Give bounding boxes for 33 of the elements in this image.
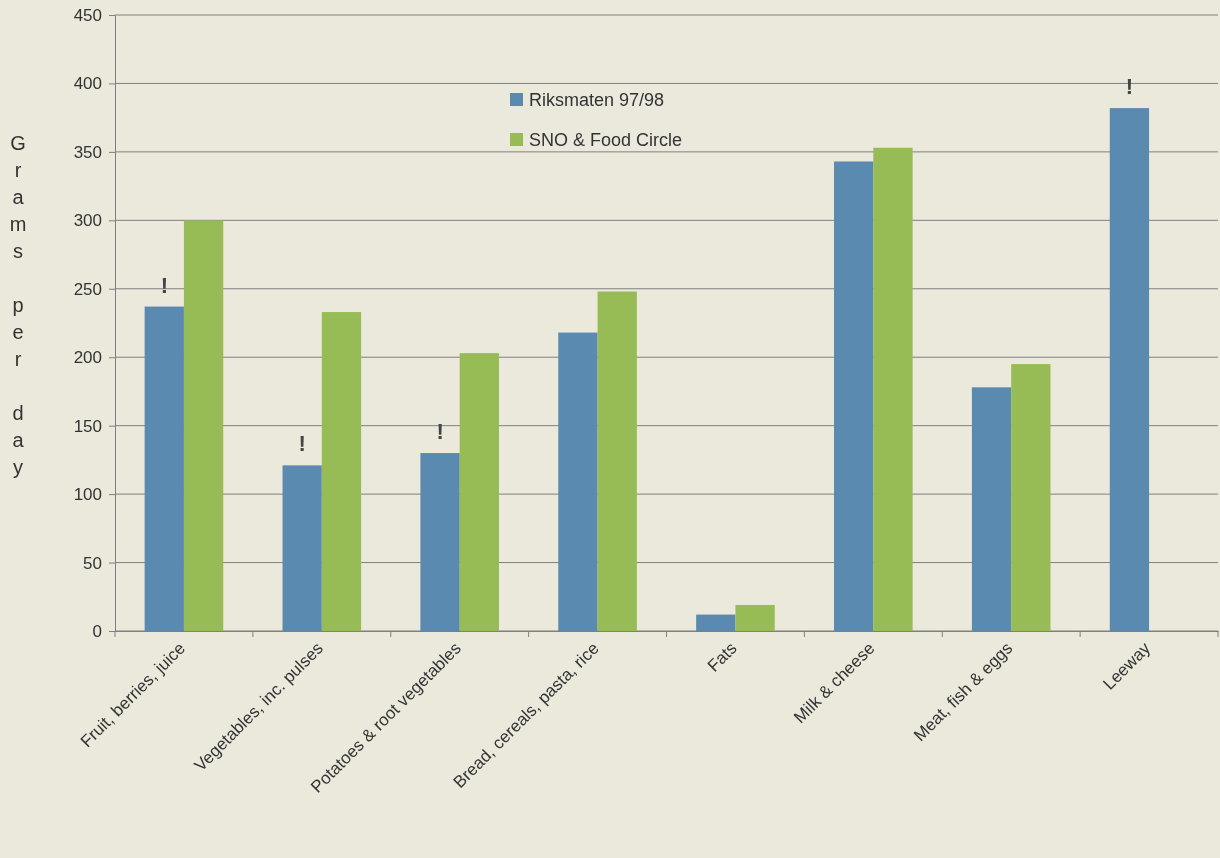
y-tick-label: 400	[73, 74, 102, 94]
y-tick-label: 50	[83, 553, 102, 573]
y-tick-label: 250	[73, 279, 102, 299]
annotation: !	[298, 431, 306, 457]
bar	[321, 312, 362, 631]
y-tick-label: 0	[92, 621, 102, 641]
bar	[1011, 364, 1051, 631]
y-tick-label: 450	[73, 5, 102, 25]
bar	[558, 332, 598, 631]
annotation: !	[1125, 74, 1134, 100]
bar	[597, 291, 637, 631]
bar	[420, 453, 460, 631]
y-tick-label: 200	[73, 348, 102, 368]
bar	[144, 306, 184, 631]
bar	[282, 465, 322, 631]
annotation: !	[436, 419, 444, 445]
bar	[971, 387, 1012, 631]
bar	[459, 353, 499, 631]
y-tick-label: 300	[73, 211, 102, 231]
bar	[183, 220, 224, 631]
legend-label: Riksmaten 97/98	[529, 90, 665, 111]
bar	[735, 604, 775, 631]
y-tick-label: 150	[73, 416, 102, 436]
annotation: !	[160, 272, 168, 298]
text: Grams per day	[9, 132, 27, 478]
bar	[834, 161, 874, 631]
bar	[696, 614, 736, 631]
bar	[873, 147, 913, 631]
legend-label: SNO & Food Circle	[529, 130, 683, 151]
bar	[1109, 108, 1150, 631]
y-tick-label: 100	[73, 485, 102, 505]
y-tick-label: 350	[73, 142, 102, 162]
x-tick-label: Fats	[703, 638, 741, 676]
